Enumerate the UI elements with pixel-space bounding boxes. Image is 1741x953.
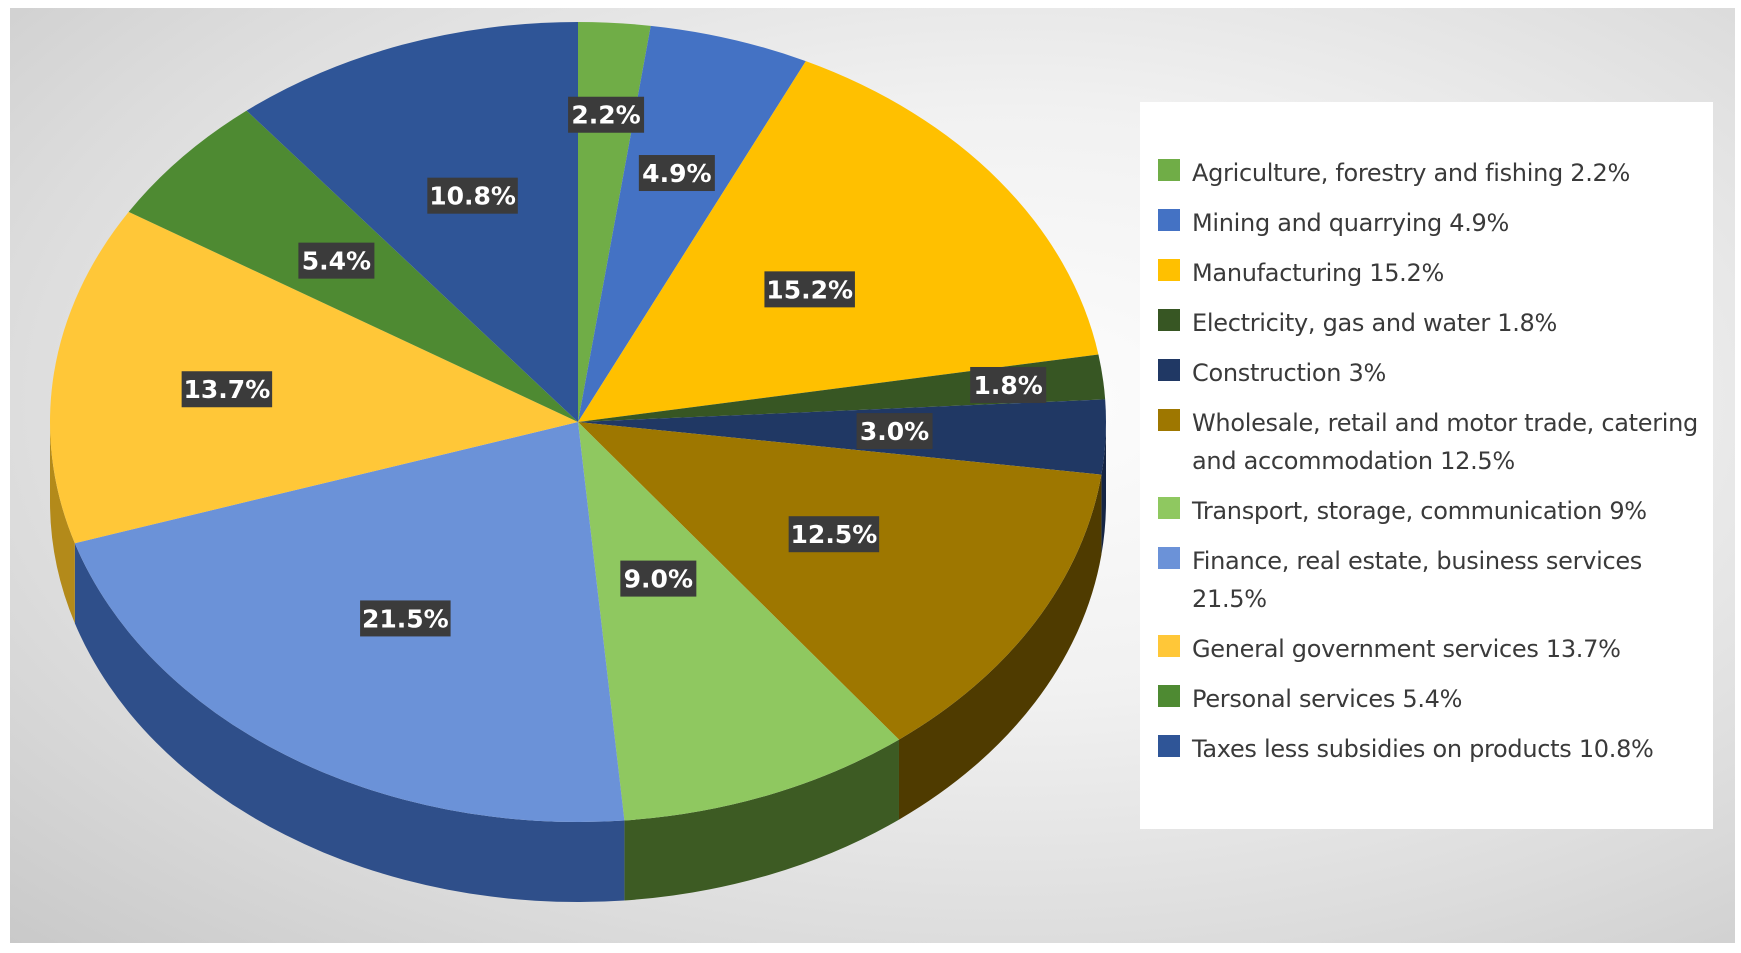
data-label-text: 1.8%	[974, 371, 1043, 400]
legend-swatch	[1158, 259, 1180, 281]
legend-swatch	[1158, 209, 1180, 231]
legend-swatch	[1158, 159, 1180, 181]
data-label-text: 3.0%	[860, 417, 929, 446]
legend-label: Taxes less subsidies on products 10.8%	[1192, 735, 1654, 763]
data-label-text: 21.5%	[362, 604, 449, 633]
data-label-5: 3.0%	[856, 413, 933, 450]
data-label-box	[568, 96, 645, 133]
data-label-text: 9.0%	[624, 565, 693, 594]
pie-slice-side-9	[50, 422, 75, 624]
data-label-text: 12.5%	[791, 520, 878, 549]
pie-slice-side-8	[74, 543, 625, 902]
legend-label: Manufacturing 15.2%	[1192, 259, 1444, 287]
data-label-box	[360, 600, 451, 637]
data-label-text: 4.9%	[642, 159, 711, 188]
data-label-text: 2.2%	[571, 101, 640, 130]
data-label-4: 1.8%	[970, 366, 1047, 403]
legend-label: Finance, real estate, business services …	[1192, 547, 1643, 613]
legend-swatch	[1158, 685, 1180, 707]
pie-slice-general-government-services[interactable]	[50, 211, 579, 544]
legend-swatch	[1158, 309, 1180, 331]
data-label-box	[764, 271, 855, 308]
pie-data-labels-layer: 2.2%4.9% 15.2% 1.8% 3.0% 12.5% 9.0% 21.5% 13.7%…	[181, 96, 1047, 637]
legend-item[interactable]: Construction 3%	[1158, 354, 1713, 392]
data-label-box	[181, 371, 273, 408]
legend-item[interactable]: General government services 13.7%	[1158, 630, 1713, 668]
legend-swatch	[1158, 497, 1180, 519]
legend-label: Construction 3%	[1192, 359, 1387, 387]
legend-item[interactable]: Agriculture, forestry and fishing 2.2%	[1158, 154, 1713, 192]
data-label-7: 9.0%	[620, 560, 697, 597]
pie-slice-wholesale-retail-and-motor-trade-catering-and-accommodation[interactable]	[578, 422, 1102, 740]
pie-slice-side-7	[624, 739, 899, 901]
legend-item[interactable]: Transport, storage, communication 9%	[1158, 492, 1713, 530]
data-label-box	[298, 242, 375, 279]
pie-slice-finance-real-estate-business-services[interactable]	[74, 422, 625, 822]
data-label-9: 13.7%	[181, 371, 273, 408]
data-label-text: 10.8%	[429, 182, 516, 211]
legend-label: Mining and quarrying 4.9%	[1192, 209, 1509, 237]
pie-slice-manufacturing[interactable]	[578, 61, 1099, 422]
legend-item[interactable]: Finance, real estate, business services …	[1158, 542, 1713, 618]
legend-item[interactable]: Personal services 5.4%	[1158, 680, 1713, 718]
legend-item[interactable]: Mining and quarrying 4.9%	[1158, 204, 1713, 242]
data-label-2: 4.9%	[638, 155, 715, 192]
pie-slice-transport-storage-communication[interactable]	[578, 422, 899, 821]
legend-swatch	[1158, 735, 1180, 757]
data-label-text: 15.2%	[766, 275, 853, 304]
legend-label: General government services 13.7%	[1192, 635, 1621, 663]
pie-slice-side-5	[1101, 422, 1106, 555]
data-label-box	[427, 177, 518, 214]
legend-label: Personal services 5.4%	[1192, 685, 1463, 713]
legend-item[interactable]: Taxes less subsidies on products 10.8%	[1158, 730, 1713, 768]
pie-slice-taxes-less-subsidies-on-products[interactable]	[246, 22, 578, 422]
data-label-11: 10.8%	[427, 177, 518, 214]
data-label-1: 2.2%	[568, 96, 645, 133]
data-label-10: 5.4%	[298, 242, 375, 279]
data-label-text: 5.4%	[302, 247, 371, 276]
data-label-box	[788, 516, 880, 553]
data-label-text: 13.7%	[184, 375, 271, 404]
pie-depth-layer	[50, 422, 1106, 902]
pie-slice-side-6	[898, 474, 1102, 820]
data-label-box	[620, 560, 697, 597]
legend-swatch	[1158, 359, 1180, 381]
legend-label: Wholesale, retail and motor trade, cater…	[1192, 409, 1698, 475]
pie-slices-layer	[50, 22, 1106, 822]
legend-label: Agriculture, forestry and fishing 2.2%	[1192, 159, 1631, 187]
data-label-6: 12.5%	[788, 516, 880, 553]
chart-legend: Agriculture, forestry and fishing 2.2% Mi…	[1140, 102, 1713, 829]
legend-swatch	[1158, 409, 1180, 431]
legend-label: Electricity, gas and water 1.8%	[1192, 309, 1558, 337]
legend-item[interactable]: Manufacturing 15.2%	[1158, 254, 1713, 292]
legend-swatch	[1158, 635, 1180, 657]
data-label-box	[970, 366, 1047, 403]
data-label-8: 21.5%	[360, 600, 451, 637]
data-label-3: 15.2%	[764, 271, 855, 308]
data-label-box	[856, 413, 933, 450]
legend-item[interactable]: Electricity, gas and water 1.8%	[1158, 304, 1713, 342]
legend-item[interactable]: Wholesale, retail and motor trade, cater…	[1158, 404, 1713, 480]
pie-slice-construction[interactable]	[578, 399, 1106, 475]
data-label-box	[638, 155, 715, 192]
legend-label: Transport, storage, communication 9%	[1192, 497, 1647, 525]
legend-swatch	[1158, 547, 1180, 569]
